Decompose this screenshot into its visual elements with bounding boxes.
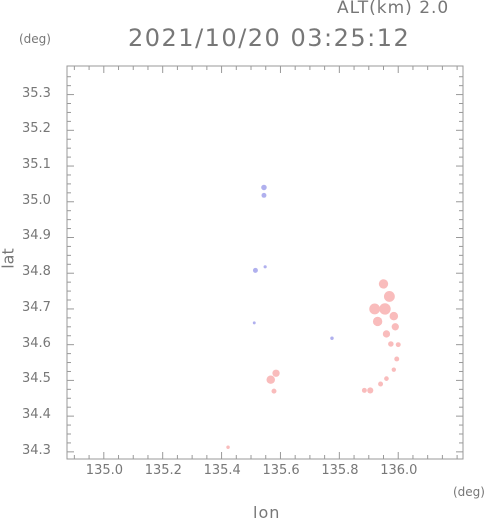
minor-tick-marks xyxy=(67,66,463,459)
plot-frame xyxy=(66,65,464,460)
y-tick-label: 35.0 xyxy=(22,192,51,208)
radar-echo xyxy=(271,388,277,394)
radar-echo xyxy=(382,330,391,338)
radar-echo xyxy=(391,323,399,331)
y-axis-title: lat xyxy=(0,248,18,269)
radar-echo xyxy=(378,279,389,289)
x-unit-label: (deg) xyxy=(453,485,485,499)
altitude-label: ALT(km) 2.0 xyxy=(337,0,450,18)
x-tick-label: 135.0 xyxy=(85,463,124,478)
x-tick-label: 135.2 xyxy=(144,463,182,478)
x-axis-title: lon xyxy=(253,503,281,522)
radar-echo xyxy=(395,342,401,348)
y-tick-label: 34.9 xyxy=(22,228,51,244)
radar-echo xyxy=(367,387,374,394)
y-unit-label: (deg) xyxy=(19,32,51,46)
radar-echo xyxy=(252,267,258,273)
radar-echo xyxy=(379,303,391,315)
radar-echo xyxy=(372,316,383,327)
radar-echo xyxy=(394,356,400,362)
y-tick-label: 35.1 xyxy=(22,157,51,173)
timestamp-title: 2021/10/20 03:25:12 xyxy=(128,24,411,52)
major-tick-marks xyxy=(67,66,463,459)
radar-echo xyxy=(261,184,267,191)
radar-echo xyxy=(252,321,256,325)
radar-echo xyxy=(263,265,267,269)
radar-echo xyxy=(391,367,396,372)
radar-echo xyxy=(261,192,267,198)
y-tick-label: 35.3 xyxy=(22,85,51,101)
y-tick-label: 35.2 xyxy=(22,121,51,137)
radar-echo xyxy=(272,369,280,377)
radar-echo xyxy=(226,445,230,449)
radar-echo-layer xyxy=(226,184,401,449)
x-tick-label: 136.0 xyxy=(380,463,418,478)
radar-echo xyxy=(378,381,384,387)
radar-echo xyxy=(361,387,367,393)
radar-echo xyxy=(266,375,275,384)
radar-echo xyxy=(330,336,334,340)
radar-echo xyxy=(369,303,381,315)
y-tick-label: 34.7 xyxy=(22,299,51,315)
x-tick-label: 135.8 xyxy=(321,463,359,478)
y-tick-label: 34.4 xyxy=(22,407,51,423)
radar-echo xyxy=(389,311,399,321)
y-tick-label: 34.8 xyxy=(22,264,51,280)
radar-echo xyxy=(388,341,394,347)
radar-echo xyxy=(384,376,389,381)
x-tick-label: 135.6 xyxy=(262,463,300,478)
y-tick-label: 34.5 xyxy=(22,371,51,387)
y-tick-label: 34.3 xyxy=(22,442,51,458)
y-tick-label: 34.6 xyxy=(22,335,51,351)
x-tick-label: 135.4 xyxy=(203,463,241,478)
radar-echo xyxy=(383,291,395,302)
